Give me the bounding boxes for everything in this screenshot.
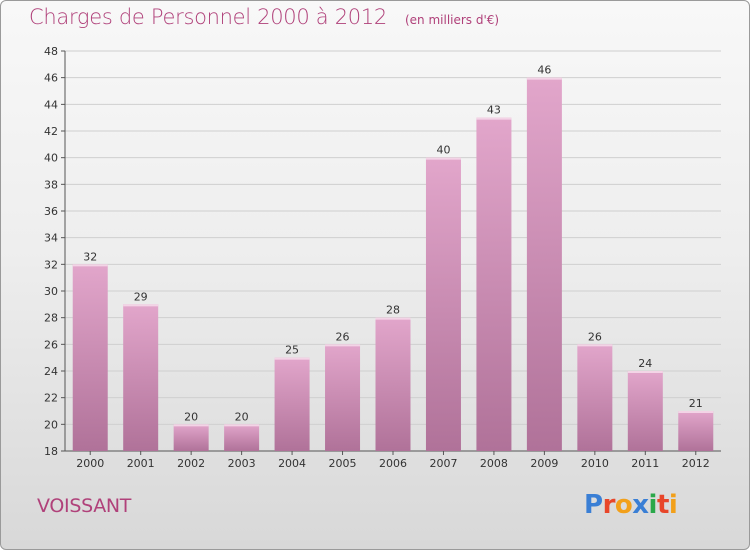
data-label-2009: 46 — [537, 64, 551, 77]
y-tick-label: 42 — [44, 125, 58, 138]
bar-top-highlight — [577, 344, 613, 347]
bar-2009 — [526, 77, 562, 452]
chart-title: Charges de Personnel 2000 à 2012 — [29, 5, 387, 29]
x-tick-label-2008: 2008 — [480, 457, 508, 470]
bar-top-highlight — [72, 264, 108, 267]
entity-name: VOISSANT — [37, 495, 132, 517]
y-tick-label: 40 — [44, 152, 58, 165]
bar-top-highlight — [123, 304, 159, 307]
y-tick-label: 24 — [44, 365, 58, 378]
bar-top-highlight — [173, 424, 209, 427]
x-tick-label-2001: 2001 — [127, 457, 155, 470]
bar-2005 — [325, 344, 361, 451]
bar-2003 — [224, 424, 260, 451]
data-label-2010: 26 — [588, 330, 602, 343]
y-tick-label: 18 — [44, 445, 58, 458]
data-label-2005: 26 — [336, 330, 350, 343]
logo-letter: i — [668, 490, 678, 520]
bars — [72, 77, 714, 452]
x-tick-label-2011: 2011 — [631, 457, 659, 470]
data-label-2000: 32 — [83, 250, 97, 263]
bar-2011 — [627, 371, 663, 451]
x-tick-label-2010: 2010 — [581, 457, 609, 470]
y-tick-label: 36 — [44, 205, 58, 218]
title-row: Charges de Personnel 2000 à 2012 (en mil… — [29, 5, 499, 29]
x-tick-label-2009: 2009 — [530, 457, 558, 470]
logo-letter: r — [602, 490, 616, 520]
data-labels: 32 29 20 20 25 26 28 40 43 46 26 24 21 — [83, 64, 703, 424]
x-tick-label-2004: 2004 — [278, 457, 306, 470]
data-label-2004: 25 — [285, 344, 299, 357]
y-tick-label: 30 — [44, 285, 58, 298]
y-tick-label: 26 — [44, 338, 58, 351]
y-tick-label: 46 — [44, 72, 58, 85]
chart-subtitle: (en milliers d'€) — [404, 13, 500, 27]
proxiti-logo: Proxiti — [584, 490, 678, 520]
bar-2000 — [72, 264, 108, 451]
logo-letter: o — [614, 490, 633, 520]
bar-top-highlight — [476, 117, 512, 120]
bar-2007 — [425, 157, 461, 451]
data-label-2006: 28 — [386, 304, 400, 317]
y-tick-label: 38 — [44, 178, 58, 191]
data-label-2001: 29 — [134, 290, 148, 303]
data-label-2002: 20 — [184, 410, 198, 423]
bar-top-highlight — [375, 317, 411, 320]
bar-top-highlight — [325, 344, 361, 347]
bar-top-highlight — [224, 424, 260, 427]
y-tick-label: 34 — [44, 232, 58, 245]
y-tick-labels: 18 20 22 24 26 28 30 32 34 36 38 40 42 44 46 48 — [44, 45, 58, 458]
data-label-2003: 20 — [235, 410, 249, 423]
data-label-2008: 43 — [487, 104, 501, 117]
x-tick-label-2005: 2005 — [329, 457, 357, 470]
bar-2002 — [173, 424, 209, 451]
y-tick-label: 44 — [44, 98, 58, 111]
x-tick-label-2003: 2003 — [228, 457, 256, 470]
bar-2006 — [375, 317, 411, 451]
data-label-2007: 40 — [436, 144, 450, 157]
bar-top-highlight — [678, 411, 714, 413]
bar-2001 — [123, 304, 159, 451]
y-tick-label: 20 — [44, 418, 58, 431]
y-tick-label: 22 — [44, 392, 58, 405]
data-label-2011: 24 — [638, 357, 652, 370]
y-tick-label: 32 — [44, 258, 58, 271]
y-tick-label: 48 — [44, 45, 58, 58]
bar-2012 — [678, 411, 714, 451]
x-tick-label-2002: 2002 — [177, 457, 205, 470]
bar-top-highlight — [627, 371, 663, 373]
x-tick-label-2012: 2012 — [682, 457, 710, 470]
bar-2008 — [476, 117, 512, 452]
bar-top-highlight — [425, 157, 461, 160]
bar-2004 — [274, 357, 310, 451]
x-tick-label-2006: 2006 — [379, 457, 407, 470]
logo-letter: x — [632, 490, 649, 520]
logo-letter: t — [656, 490, 669, 520]
bar-top-highlight — [526, 77, 562, 80]
x-tick-labels: 2000 2001 2002 2003 2004 2005 2006 2007 2008 2009… — [76, 457, 710, 470]
x-tick-label-2000: 2000 — [76, 457, 104, 470]
logo-letter: i — [648, 490, 658, 520]
bar-2010 — [577, 344, 613, 451]
logo-letter: P — [584, 490, 603, 520]
bar-top-highlight — [274, 357, 310, 360]
x-tick-label-2007: 2007 — [429, 457, 457, 470]
data-label-2012: 21 — [689, 397, 703, 410]
y-tick-label: 28 — [44, 312, 58, 325]
